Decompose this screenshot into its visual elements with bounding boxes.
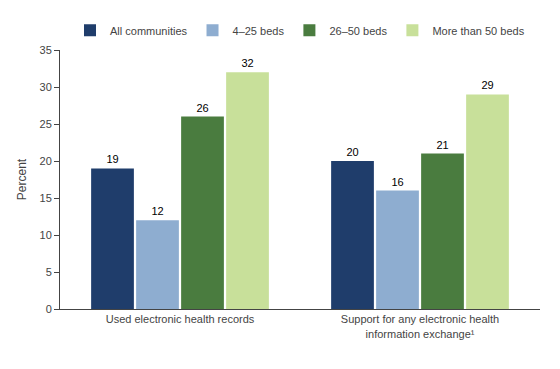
svg-text:21: 21: [436, 139, 448, 151]
svg-text:35: 35: [40, 44, 52, 56]
svg-text:Support for any electronic hea: Support for any electronic healthinforma…: [341, 313, 499, 339]
svg-text:Percent: Percent: [15, 158, 29, 200]
svg-text:32: 32: [241, 57, 253, 69]
svg-text:20: 20: [40, 155, 52, 167]
svg-text:30: 30: [40, 81, 52, 93]
svg-text:More than 50 beds: More than 50 beds: [432, 25, 524, 37]
svg-text:0: 0: [46, 303, 52, 315]
svg-text:16: 16: [391, 176, 403, 188]
svg-text:26: 26: [196, 102, 208, 114]
svg-text:15: 15: [40, 192, 52, 204]
svg-text:12: 12: [151, 205, 163, 217]
svg-text:20: 20: [346, 146, 358, 158]
svg-text:26–50 beds: 26–50 beds: [329, 25, 387, 37]
svg-text:29: 29: [481, 79, 493, 91]
svg-text:4–25 beds: 4–25 beds: [233, 25, 285, 37]
svg-text:10: 10: [40, 229, 52, 241]
svg-text:Used electronic health records: Used electronic health records: [106, 313, 255, 325]
svg-text:5: 5: [46, 266, 52, 278]
svg-text:25: 25: [40, 118, 52, 130]
svg-text:All communities: All communities: [110, 25, 188, 37]
svg-text:19: 19: [106, 153, 118, 165]
